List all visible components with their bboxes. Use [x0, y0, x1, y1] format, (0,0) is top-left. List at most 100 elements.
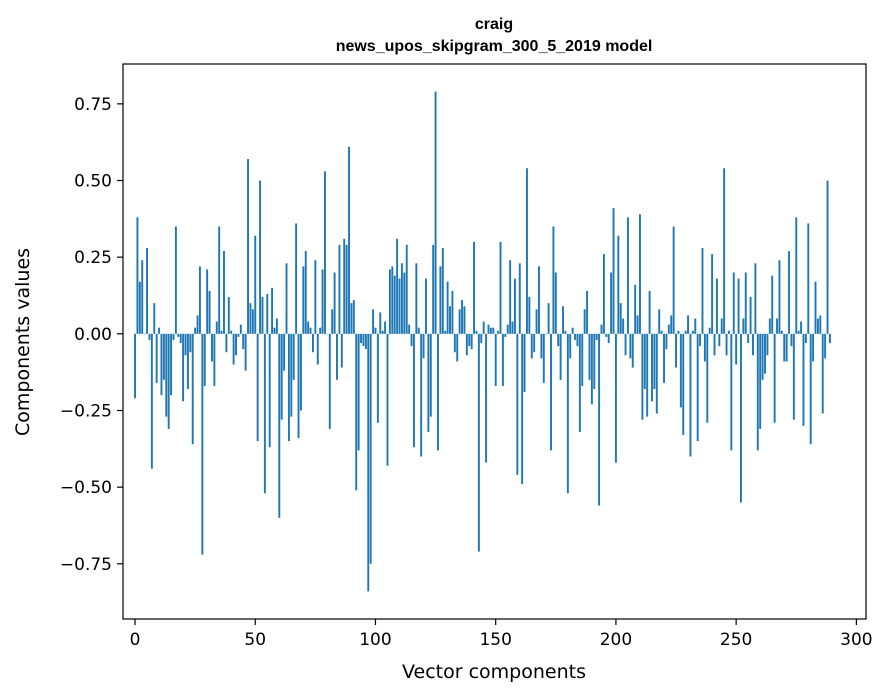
- bar: [134, 333, 136, 399]
- bar: [501, 333, 504, 386]
- bar: [773, 333, 776, 423]
- bar: [150, 333, 153, 469]
- bar: [670, 315, 673, 334]
- bar: [338, 244, 341, 334]
- bar: [285, 263, 288, 334]
- bar: [427, 333, 430, 432]
- bar: [425, 278, 427, 334]
- bar: [807, 223, 810, 334]
- bar: [533, 333, 536, 353]
- bar: [275, 318, 278, 334]
- bar: [643, 333, 646, 390]
- bar: [528, 297, 531, 334]
- bar: [292, 333, 295, 380]
- x-tick-label: 50: [244, 630, 266, 650]
- bar: [302, 266, 305, 334]
- bar: [184, 333, 187, 356]
- bar: [737, 278, 740, 334]
- bar: [785, 333, 788, 362]
- bar: [391, 266, 394, 334]
- bar: [482, 321, 485, 334]
- bar: [752, 333, 754, 356]
- bar: [761, 333, 764, 380]
- bar: [771, 275, 774, 334]
- bar: [819, 315, 822, 334]
- bar: [740, 333, 742, 503]
- bar: [646, 333, 649, 417]
- bar: [364, 333, 367, 350]
- bar: [809, 333, 812, 445]
- bar: [732, 272, 735, 334]
- bar: [542, 333, 545, 383]
- bar: [374, 327, 377, 334]
- bar: [581, 333, 584, 386]
- bar: [328, 333, 331, 429]
- bar: [679, 333, 682, 408]
- bar: [307, 321, 310, 334]
- bar: [535, 309, 538, 334]
- bar: [759, 333, 762, 429]
- bar: [213, 333, 216, 386]
- bar: [372, 309, 375, 334]
- bar: [814, 281, 817, 334]
- bar: [266, 293, 269, 334]
- bar: [225, 333, 228, 353]
- bar: [562, 306, 564, 334]
- bar: [405, 244, 408, 334]
- bar: [749, 297, 752, 334]
- bar: [725, 333, 728, 356]
- bar: [694, 318, 697, 334]
- bar: [677, 330, 680, 334]
- bar: [247, 159, 249, 334]
- bar: [408, 324, 411, 334]
- bar: [138, 281, 141, 334]
- bar: [206, 269, 209, 334]
- bar: [331, 309, 334, 334]
- x-tick-label: 300: [840, 630, 872, 650]
- bar: [256, 333, 259, 442]
- bar: [742, 318, 745, 334]
- bar: [304, 251, 307, 334]
- bar: [602, 254, 605, 334]
- bar: [614, 333, 617, 463]
- bar: [432, 244, 435, 334]
- bar: [723, 168, 726, 334]
- bar: [463, 306, 466, 334]
- bar: [477, 333, 480, 552]
- bar: [261, 297, 264, 334]
- bar: [191, 333, 194, 445]
- bar: [708, 327, 711, 334]
- bar: [586, 290, 589, 334]
- bar: [220, 330, 223, 334]
- bar: [155, 333, 158, 383]
- bar: [626, 217, 629, 334]
- bar: [617, 235, 620, 334]
- bar: [485, 333, 488, 463]
- bar: [244, 333, 247, 371]
- bar: [403, 272, 406, 334]
- bar: [651, 333, 653, 402]
- bar: [499, 241, 502, 334]
- bar: [607, 333, 610, 344]
- bar: [783, 333, 786, 362]
- bar: [393, 275, 396, 334]
- bar: [388, 269, 391, 334]
- bar: [259, 180, 262, 334]
- bar: [280, 333, 283, 420]
- bar: [362, 333, 365, 347]
- bar: [480, 333, 483, 344]
- bar: [612, 208, 615, 334]
- bar: [352, 300, 355, 334]
- y-tick-label: 0.50: [74, 172, 112, 192]
- bar: [146, 247, 148, 334]
- bar: [283, 333, 286, 371]
- bar: [583, 309, 586, 334]
- x-tick-label: 250: [720, 630, 752, 650]
- bar: [487, 324, 490, 334]
- y-tick-label: 0.75: [74, 95, 112, 115]
- bar: [239, 324, 242, 334]
- bar: [667, 324, 670, 334]
- bar: [263, 333, 266, 494]
- x-tick-label: 100: [359, 630, 391, 650]
